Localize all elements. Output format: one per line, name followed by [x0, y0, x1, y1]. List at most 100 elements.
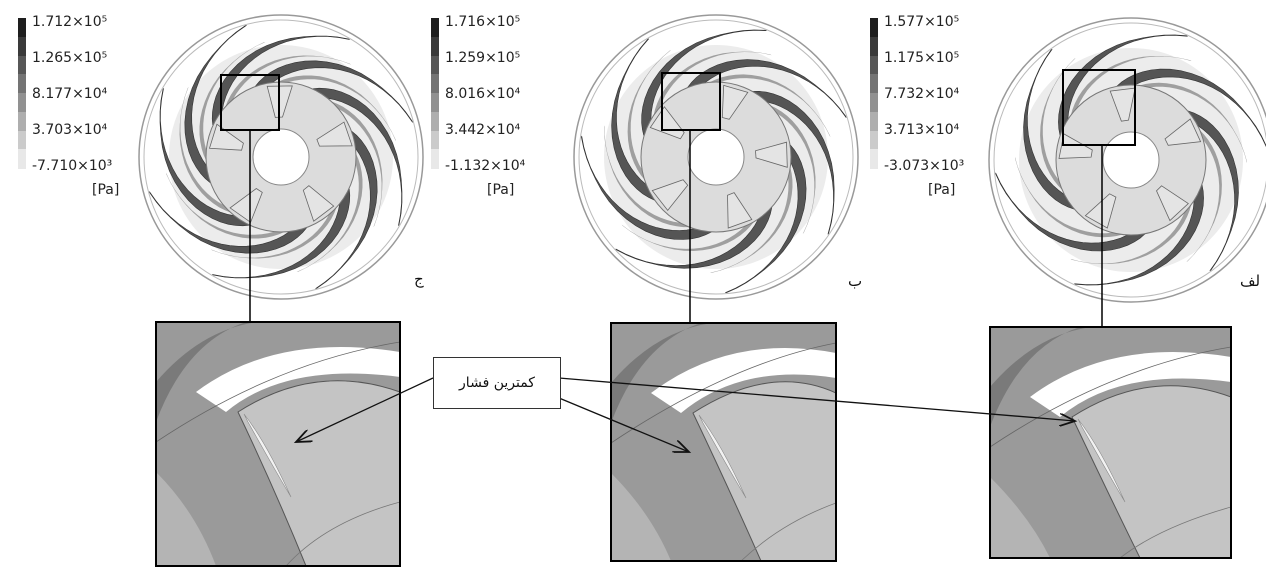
hub-eye	[687, 128, 745, 186]
legend-value: 7.732×10⁴	[884, 86, 960, 102]
legend-swatch	[18, 111, 26, 131]
legend-value: 3.442×10⁴	[445, 122, 521, 138]
legend-swatch	[431, 18, 439, 38]
impeller-blade	[315, 123, 378, 289]
legend-swatch	[18, 55, 26, 75]
zoom-frame	[989, 326, 1232, 559]
zoom-panel-1	[610, 322, 837, 562]
legend-swatch	[870, 130, 878, 150]
zoom-arc-line	[990, 346, 1231, 448]
callout-arrows	[296, 377, 1075, 452]
callout-arrow	[558, 397, 689, 452]
inlet-vane	[651, 179, 689, 212]
impeller-blade	[1058, 34, 1188, 158]
legend-value: -7.710×10³	[32, 158, 113, 174]
legend-swatch	[431, 74, 439, 94]
legend-swatch	[870, 36, 878, 56]
inlet-vane	[1156, 185, 1189, 222]
zoom-channel	[196, 347, 400, 412]
impeller-blade	[159, 88, 274, 227]
impeller-blade	[1023, 48, 1102, 212]
zoom-region-box	[1062, 69, 1136, 146]
impeller-blade	[1105, 68, 1266, 148]
legend-swatch	[870, 93, 878, 113]
panel-label-c: ج	[414, 270, 424, 288]
legend-swatch	[870, 74, 878, 94]
impeller-blade	[641, 29, 767, 158]
legend-swatch	[18, 74, 26, 94]
inlet-vane	[229, 188, 263, 223]
impeller-blade	[615, 180, 773, 269]
low-pressure-zone	[243, 413, 292, 498]
zoom-arc-line	[156, 341, 400, 443]
legend-swatch	[431, 93, 439, 113]
zoom-panel-0	[155, 321, 401, 567]
zoom-vane	[237, 380, 400, 566]
legend-value: 1.716×10⁵	[445, 14, 521, 30]
callout-arrow	[296, 377, 434, 442]
legend-value: 8.016×10⁴	[445, 86, 521, 102]
zoom-group	[155, 321, 1232, 567]
inlet-vane	[721, 84, 749, 120]
impeller-blade	[725, 132, 807, 293]
legend-swatch	[18, 149, 26, 169]
low-pressure-zone	[698, 414, 747, 499]
zoom-vane	[692, 381, 836, 561]
zoom-arc-line	[611, 342, 836, 444]
legend-swatch	[431, 55, 439, 75]
hub-eye	[1102, 131, 1160, 189]
zoom-region-box	[661, 72, 721, 131]
inlet-vane	[1084, 193, 1117, 229]
legend-swatch	[18, 93, 26, 113]
legend-swatch	[870, 18, 878, 38]
impeller-0	[138, 14, 424, 300]
legend-value: 1.265×10⁵	[32, 50, 108, 66]
impeller-blade	[611, 38, 683, 204]
inlet-vane	[316, 121, 353, 147]
casing-inner-ring	[578, 19, 854, 295]
impeller-blade	[727, 90, 835, 235]
impeller-2	[988, 17, 1266, 303]
impeller-blade	[149, 191, 315, 254]
impeller-blade	[1160, 108, 1239, 272]
zoom-lower-band	[611, 473, 671, 561]
casing-inner-ring	[993, 22, 1266, 298]
legend-value: 3.703×10⁴	[32, 122, 108, 138]
legend-value: 1.175×10⁵	[884, 50, 960, 66]
legend-value: 1.259×10⁵	[445, 50, 521, 66]
zoom-frame	[155, 321, 401, 567]
impeller-blade	[211, 35, 350, 150]
zoom-lower-band	[156, 472, 216, 566]
legend-swatch	[431, 130, 439, 150]
legend-value: 8.177×10⁴	[32, 86, 108, 102]
legend-swatch	[870, 111, 878, 131]
inlet-vane	[727, 192, 753, 229]
zoom-channel	[651, 348, 836, 413]
min-pressure-callout: کمترین فشار	[433, 357, 561, 409]
zoom-arc-line	[740, 502, 836, 561]
legend-swatch	[431, 36, 439, 56]
panel-label-b: ب	[848, 272, 863, 290]
legend-value: 1.712×10⁵	[32, 14, 108, 30]
zoom-panel-2	[989, 326, 1232, 559]
impeller-blade	[1074, 162, 1204, 286]
zoom-frame	[610, 322, 837, 562]
legend-value: 3.713×10⁴	[884, 122, 960, 138]
legend-swatch	[18, 36, 26, 56]
legend-swatch	[18, 130, 26, 150]
connector-group	[249, 130, 1103, 327]
impeller-blade	[247, 60, 413, 123]
panel-label-a: لف	[1240, 272, 1261, 290]
legend-value: 1.577×10⁵	[884, 14, 960, 30]
blade-pressure-band	[604, 125, 722, 228]
impeller-group	[138, 14, 1266, 303]
legend-swatch	[18, 18, 26, 38]
legend-value: -3.073×10³	[884, 158, 965, 174]
legend-unit: [Pa]	[92, 182, 120, 198]
hub-eye	[252, 128, 310, 186]
inlet-vane	[1164, 118, 1202, 146]
zoom-arc-line	[285, 501, 400, 566]
impeller-blade	[288, 87, 403, 226]
casing-inner-ring	[143, 19, 419, 295]
